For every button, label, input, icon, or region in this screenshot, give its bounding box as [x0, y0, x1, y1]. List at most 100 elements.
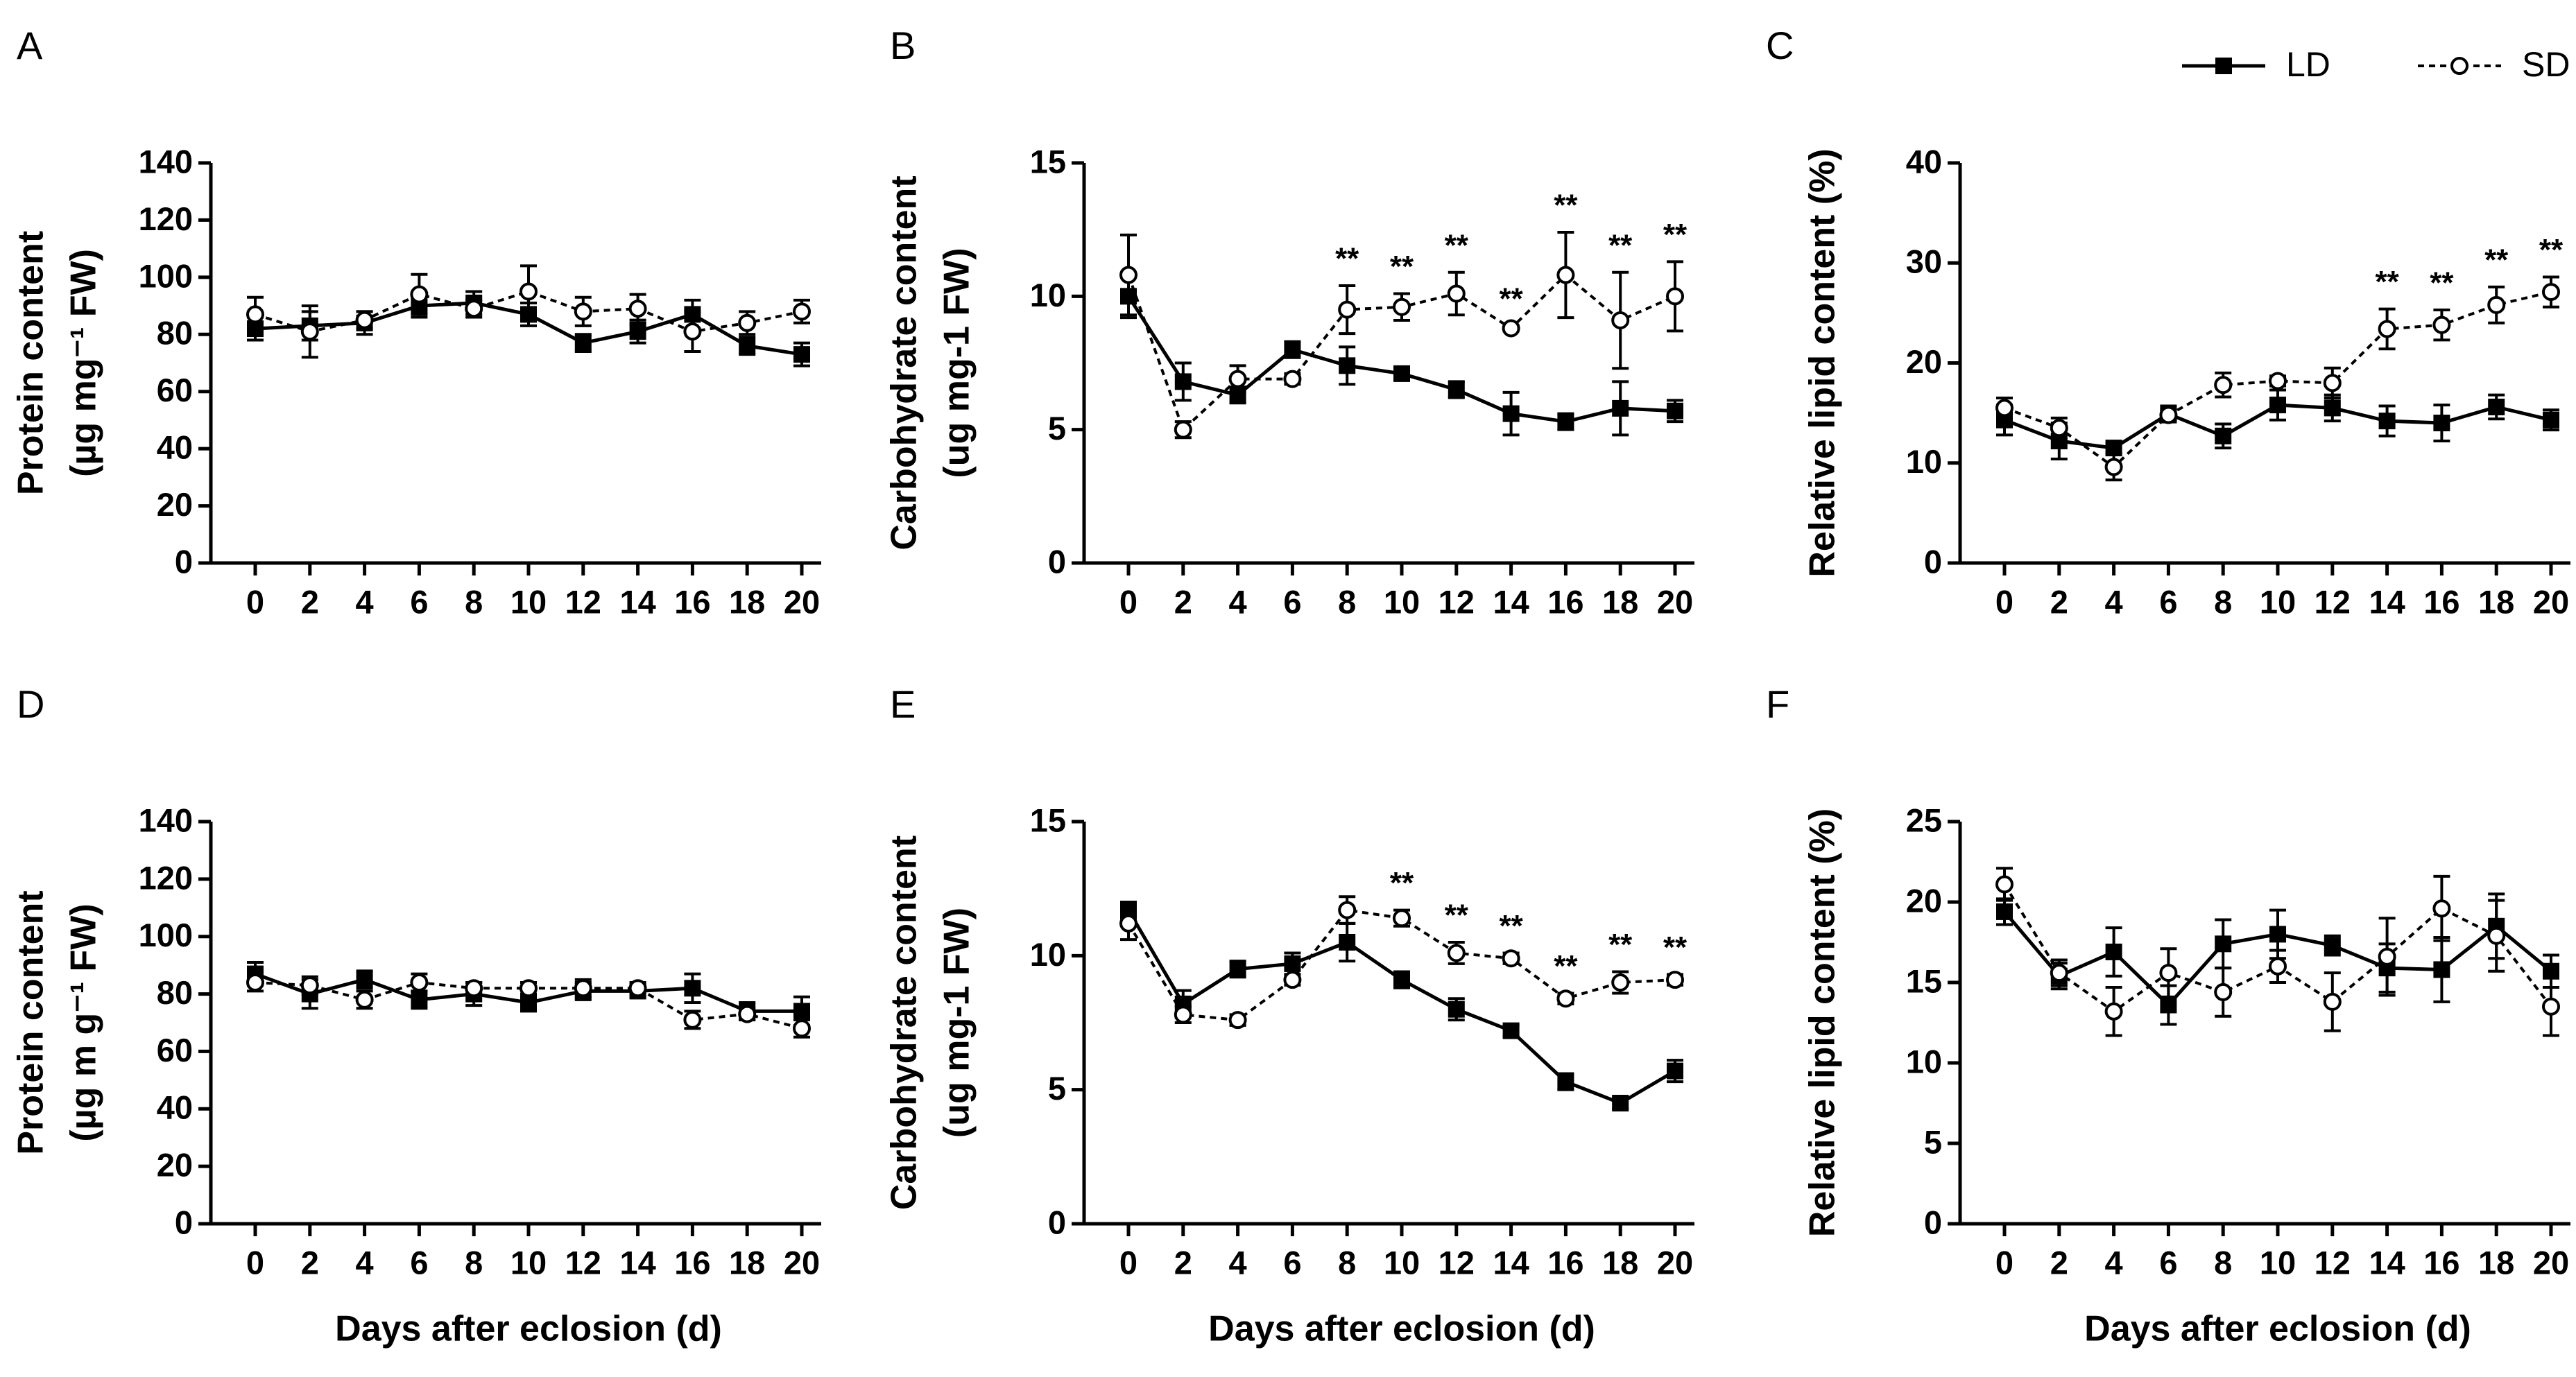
marker-square	[2378, 413, 2396, 430]
y-tick-label: 20	[157, 486, 193, 523]
marker-circle	[2432, 899, 2451, 918]
y-tick-label: 10	[1030, 277, 1066, 313]
x-tick-label: 10	[510, 583, 547, 620]
marker-circle	[2487, 295, 2506, 314]
marker-circle	[1556, 266, 1575, 284]
marker-circle	[2323, 374, 2342, 392]
marker-square	[629, 323, 646, 340]
marker-circle	[1393, 297, 1411, 316]
legend-label: SD	[2522, 45, 2570, 84]
x-tick-label: 16	[2423, 1244, 2459, 1281]
x-tick-label: 12	[1439, 1244, 1475, 1281]
x-tick-label: 8	[465, 1244, 483, 1281]
marker-circle	[2432, 315, 2451, 334]
x-tick-label: 10	[510, 1244, 547, 1281]
marker-circle	[246, 973, 264, 991]
marker-square	[1557, 413, 1574, 431]
marker-square	[1612, 399, 1629, 417]
x-tick-label: 0	[1119, 1244, 1137, 1281]
marker-square	[2105, 943, 2122, 960]
marker-circle	[2269, 372, 2287, 390]
x-axis-label: Days after eclosion (d)	[335, 1309, 722, 1349]
marker-circle	[410, 973, 429, 991]
x-tick-label: 4	[1229, 1244, 1247, 1281]
x-tick-label: 14	[619, 1244, 655, 1281]
x-tick-label: 8	[2214, 583, 2232, 620]
y-tick-label: 0	[1048, 1204, 1066, 1240]
y-tick-label: 15	[1030, 143, 1066, 180]
x-tick-label: 16	[674, 583, 710, 620]
significance: **	[1445, 899, 1469, 933]
significance: **	[1663, 218, 1688, 252]
marker-circle	[1283, 971, 1302, 989]
marker-square	[1448, 381, 1465, 398]
marker-square	[2488, 398, 2505, 415]
x-tick-label: 4	[2105, 1244, 2123, 1281]
marker-square	[1393, 971, 1410, 989]
x-tick-label: 0	[1995, 1244, 2013, 1281]
marker-circle	[410, 285, 429, 304]
x-tick-label: 18	[1602, 583, 1638, 620]
x-tick-label: 20	[784, 583, 820, 620]
y-tick-label: 100	[139, 917, 193, 953]
x-tick-label: 2	[1174, 1244, 1192, 1281]
significance: **	[1608, 928, 1633, 962]
marker-circle	[628, 300, 647, 318]
marker-square	[2215, 427, 2232, 444]
significance: **	[1554, 949, 1578, 983]
significance: **	[2539, 233, 2564, 267]
significance: **	[1663, 930, 1688, 964]
marker-square	[1339, 357, 1356, 374]
marker-circle	[738, 313, 757, 332]
y-tick-label: 140	[139, 143, 193, 180]
x-tick-label: 6	[2159, 583, 2177, 620]
marker-circle	[2378, 320, 2396, 338]
marker-circle	[1447, 944, 1466, 962]
marker-circle	[1119, 266, 1137, 284]
marker-circle	[793, 1019, 811, 1038]
significance: **	[1608, 228, 1633, 262]
marker-circle	[246, 305, 264, 324]
marker-circle	[1995, 399, 2013, 417]
marker-square	[2543, 411, 2559, 428]
series-line	[1127, 908, 1676, 1022]
series-line	[2004, 291, 2552, 469]
significance: **	[2375, 265, 2399, 299]
legend-label: LD	[2286, 45, 2330, 84]
marker-circle	[1666, 971, 1684, 989]
marker-circle	[574, 302, 592, 321]
y-axis-label: (ug mg-1 FW)	[937, 908, 977, 1138]
panel-label: D	[17, 682, 44, 726]
marker-circle	[2323, 992, 2342, 1011]
y-tick-label: 20	[1906, 343, 1942, 380]
y-axis-label: Protein content	[11, 890, 51, 1154]
y-tick-label: 60	[157, 372, 193, 408]
x-tick-label: 4	[2105, 583, 2123, 620]
x-tick-label: 16	[1547, 1244, 1583, 1281]
y-tick-label: 100	[139, 257, 193, 294]
marker-circle	[1611, 973, 1630, 991]
x-tick-label: 6	[2159, 1244, 2177, 1281]
x-tick-label: 10	[1384, 583, 1420, 620]
x-tick-label: 4	[356, 583, 374, 620]
marker-circle	[1666, 287, 1684, 306]
marker-square	[2324, 399, 2341, 417]
marker-circle	[300, 322, 319, 341]
y-tick-label: 0	[1924, 1204, 1942, 1240]
marker-circle	[2159, 964, 2178, 982]
marker-square	[1557, 1073, 1574, 1091]
x-tick-label: 10	[2260, 1244, 2296, 1281]
marker-square	[1284, 955, 1301, 972]
significance: **	[1390, 866, 1414, 900]
panel-label: B	[890, 24, 916, 67]
x-tick-label: 14	[1493, 583, 1529, 620]
series-line	[255, 290, 802, 334]
y-tick-label: 15	[1030, 802, 1066, 838]
marker-circle	[1174, 420, 1192, 439]
legend-marker	[2215, 58, 2232, 74]
x-tick-label: 20	[2533, 583, 2569, 620]
significance: **	[1499, 282, 1523, 315]
marker-circle	[1556, 989, 1575, 1008]
x-tick-label: 0	[1119, 583, 1137, 620]
x-tick-label: 14	[2369, 1244, 2405, 1281]
